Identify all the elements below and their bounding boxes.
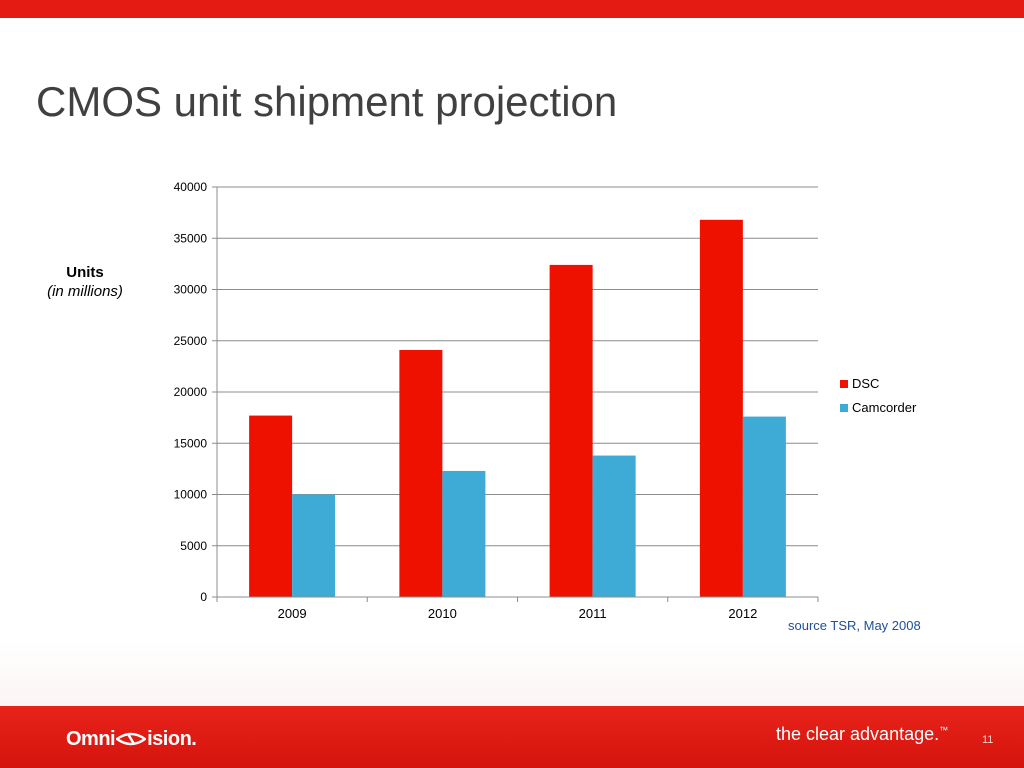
logo-eye-icon (116, 732, 147, 746)
legend-swatch-camcorder (840, 404, 848, 412)
bar-dsc-2012 (699, 219, 743, 598)
bar-camcorder-2010 (442, 470, 486, 597)
y-tick-label-5000: 5000 (180, 539, 207, 553)
axes: 0 5000 10000 15000 20000 25000 30000 35000 40000… (174, 180, 819, 621)
x-tick-label-2012: 2012 (728, 606, 757, 621)
bars (249, 219, 786, 598)
legend-swatch-dsc (840, 380, 848, 388)
y-tick-label-20000: 20000 (174, 385, 208, 399)
legend: DSC Camcorder (840, 376, 917, 415)
y-tick-label-0: 0 (200, 590, 207, 604)
y-tick-label-10000: 10000 (174, 488, 208, 502)
y-tick-label-40000: 40000 (174, 180, 208, 194)
bar-dsc-2010 (399, 349, 443, 597)
y-tick-label-15000: 15000 (174, 436, 208, 450)
legend-label-camcorder: Camcorder (852, 400, 917, 415)
bar-camcorder-2012 (742, 416, 786, 597)
x-tick-label-2011: 2011 (579, 606, 607, 621)
tagline: the clear advantage.™ (776, 724, 948, 745)
units-label: Units (in millions) (30, 263, 140, 301)
omnivision-logo: Omni ision. (66, 728, 197, 751)
page-number: 11 (982, 734, 994, 746)
legend-label-dsc: DSC (852, 376, 879, 391)
y-tick-label-25000: 25000 (174, 334, 208, 348)
tagline-text: the clear advantage. (776, 724, 940, 744)
units-label-sub: (in millions) (47, 283, 123, 300)
source-note: source TSR, May 2008 (788, 618, 921, 633)
slide-title: CMOS unit shipment projection (36, 78, 618, 125)
x-tick-label-2010: 2010 (428, 606, 457, 621)
shipment-bar-chart: 0 5000 10000 15000 20000 25000 30000 35000 40000… (174, 180, 917, 621)
footer-bar: Omni ision. the clear advantage.™ 11 (0, 706, 1024, 768)
tagline-mark: ™ (939, 725, 949, 735)
y-tick-label-35000: 35000 (174, 231, 208, 245)
logo-suffix: ision. (147, 728, 197, 750)
bar-camcorder-2011 (592, 455, 636, 597)
x-tick-label-2009: 2009 (278, 606, 307, 621)
footer-swoosh (0, 640, 1024, 708)
logo-prefix: Omni (66, 728, 116, 750)
y-tick-label-30000: 30000 (174, 283, 208, 297)
top-accent-bar (0, 0, 1024, 18)
bar-dsc-2009 (249, 415, 293, 597)
units-label-main: Units (66, 264, 104, 281)
bar-dsc-2011 (549, 264, 593, 597)
bar-camcorder-2009 (292, 494, 336, 597)
